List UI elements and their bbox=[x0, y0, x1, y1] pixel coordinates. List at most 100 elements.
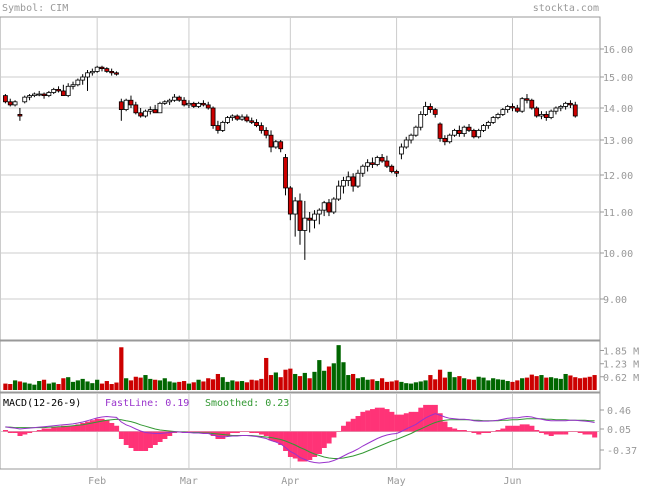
volume-bar-down bbox=[61, 378, 66, 390]
volume-bar-down bbox=[191, 382, 196, 390]
volume-bar-down bbox=[466, 379, 472, 390]
macd-histogram-bar bbox=[75, 424, 81, 432]
macd-histogram-bar bbox=[138, 431, 144, 451]
volume-bar-down bbox=[428, 375, 433, 390]
volume-bar-up bbox=[336, 345, 341, 390]
candle-up bbox=[22, 96, 28, 103]
candle-up bbox=[563, 102, 569, 107]
volume-bar-down bbox=[283, 369, 288, 390]
candle-down bbox=[56, 89, 61, 92]
volume-bar-down bbox=[573, 377, 578, 390]
volume-bar-up bbox=[563, 373, 568, 390]
volume-bar-up bbox=[225, 381, 230, 390]
candle-down bbox=[176, 96, 182, 101]
volume-bar-up bbox=[346, 375, 351, 390]
candle-down bbox=[41, 93, 47, 97]
candle-up bbox=[229, 115, 235, 119]
volume-bar-up bbox=[312, 371, 317, 390]
macd-histogram-bar bbox=[476, 431, 482, 435]
price-axis-label: 9.00 bbox=[603, 295, 627, 306]
candle-up bbox=[75, 79, 81, 86]
candle-down bbox=[118, 101, 124, 111]
candle-down bbox=[152, 109, 158, 114]
volume-bar-up bbox=[90, 383, 95, 390]
volume-bar-down bbox=[201, 381, 206, 390]
macd-histogram-bar bbox=[157, 431, 163, 442]
macd-histogram-bar bbox=[3, 430, 9, 432]
macd-histogram-bar bbox=[278, 431, 284, 445]
macd-histogram-bar bbox=[360, 411, 366, 432]
candle-down bbox=[466, 126, 472, 131]
candle-up bbox=[143, 110, 148, 117]
volume-bar-up bbox=[143, 375, 148, 390]
macd-histogram-bar bbox=[143, 431, 149, 451]
smoothed-value: 0.23 bbox=[265, 398, 289, 409]
candle-up bbox=[447, 134, 453, 143]
macd-histogram-bar bbox=[104, 420, 110, 432]
candle-down bbox=[258, 125, 264, 131]
volume-bar-down bbox=[254, 380, 259, 390]
macd-histogram-bar bbox=[466, 431, 472, 432]
macd-histogram-bar bbox=[510, 425, 516, 432]
brand-label[interactable]: stockta.com bbox=[533, 3, 599, 14]
candle-up bbox=[80, 76, 86, 81]
volume-bar-down bbox=[582, 377, 588, 390]
candle-up bbox=[558, 106, 564, 109]
macd-histogram-bar bbox=[254, 431, 260, 433]
candle-up bbox=[365, 162, 371, 167]
macd-histogram-bar bbox=[427, 404, 434, 432]
candle-down bbox=[427, 106, 433, 110]
candle-down bbox=[99, 66, 105, 69]
volume-bar-down bbox=[437, 369, 443, 390]
macd-histogram-bar bbox=[225, 431, 231, 436]
candle-up bbox=[162, 101, 168, 104]
volume-bar-down bbox=[587, 376, 592, 390]
macd-histogram-bar bbox=[205, 431, 211, 433]
candle-down bbox=[307, 217, 313, 221]
volume-bar-down bbox=[326, 366, 332, 390]
volume-bar-down bbox=[389, 381, 394, 390]
candle-up bbox=[36, 93, 42, 96]
candle-up bbox=[403, 139, 409, 148]
volume-bar-up bbox=[273, 372, 278, 390]
candle-up bbox=[186, 102, 192, 106]
volume-bar-down bbox=[41, 379, 47, 390]
volume-bar-up bbox=[186, 383, 192, 390]
macd-histogram-bar bbox=[12, 431, 18, 433]
candle-up bbox=[553, 107, 559, 112]
candle-down bbox=[389, 165, 395, 172]
candle-up bbox=[65, 85, 71, 97]
volume-bar-down bbox=[524, 377, 530, 390]
volume-bar-down bbox=[109, 384, 114, 390]
macd-histogram-bar bbox=[490, 431, 496, 432]
volume-bar-up bbox=[491, 378, 496, 390]
macd-histogram-bar bbox=[114, 425, 120, 432]
candle-down bbox=[234, 115, 240, 120]
price-candles bbox=[3, 65, 578, 260]
candle-down bbox=[133, 104, 139, 114]
candle-down bbox=[244, 116, 250, 122]
macd-histogram-bar bbox=[524, 424, 530, 432]
volume-bar-down bbox=[133, 376, 138, 390]
volume-bar-up bbox=[553, 378, 559, 390]
candle-up bbox=[500, 109, 506, 115]
candle-up bbox=[336, 185, 342, 200]
macd-histogram-bar bbox=[350, 418, 356, 432]
volume-bar-down bbox=[457, 376, 462, 390]
volume-bar-down bbox=[577, 378, 583, 390]
volume-bar-up bbox=[162, 378, 167, 390]
macd-histogram-bar bbox=[133, 431, 139, 451]
volume-bar-down bbox=[510, 381, 515, 390]
candle-up bbox=[461, 126, 467, 134]
candle-down bbox=[370, 162, 375, 165]
macd-axis-label: -0.37 bbox=[607, 446, 637, 457]
candle-down bbox=[60, 90, 66, 96]
macd-histogram-bar bbox=[519, 424, 525, 432]
candle-up bbox=[85, 72, 90, 78]
candle-down bbox=[3, 95, 8, 103]
candle-up bbox=[157, 102, 163, 114]
volume-bar-down bbox=[351, 373, 356, 390]
macd-histogram-bar bbox=[495, 430, 501, 432]
candle-up bbox=[355, 172, 361, 187]
